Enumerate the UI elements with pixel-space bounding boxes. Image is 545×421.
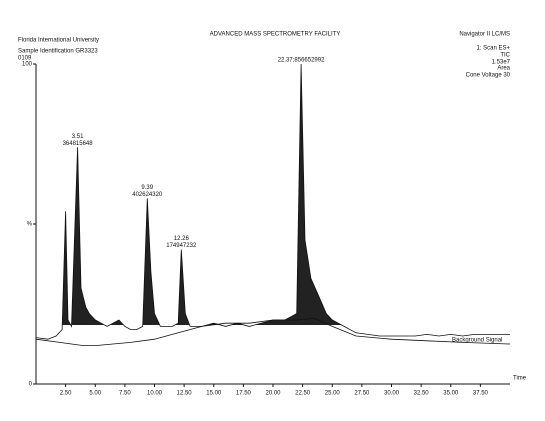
x-tick-label: 2.50: [60, 391, 72, 397]
x-tick-label: 15.00: [206, 391, 222, 397]
trace: [35, 63, 510, 340]
x-tick-label: 17.50: [236, 391, 252, 397]
x-tick-label: 7.50: [119, 391, 131, 397]
legend-label: Background Signal: [452, 338, 502, 344]
y-tick-label: 100: [22, 62, 33, 68]
header-right: TIC: [500, 53, 510, 59]
x-tick-label: 12.50: [177, 391, 193, 397]
chart-title: ADVANCED MASS SPECTROMETRY FACILITY: [210, 32, 341, 38]
header-right: Cone Voltage 30: [466, 73, 511, 79]
header-right: Area: [497, 66, 510, 72]
y-tick-label: %: [27, 222, 33, 228]
x-tick-label: 30.00: [384, 391, 400, 397]
trace: [35, 317, 511, 346]
x-tick-label: 27.50: [354, 391, 370, 397]
header-right: 1: Scan ES+: [476, 46, 510, 52]
peak-label: 22.37;856652992: [278, 58, 325, 64]
y-tick-label: 0: [29, 382, 33, 388]
peak-fill: [62, 64, 342, 325]
x-tick-label: 5.00: [89, 391, 101, 397]
x-tick-label: 32.50: [414, 391, 430, 397]
header-right: Navigator II LC/MS: [459, 32, 510, 38]
peak-label: 12.26: [174, 236, 190, 242]
header-left: Florida International University: [18, 38, 99, 44]
x-tick-label: 22.50: [295, 391, 311, 397]
x-axis-label: Time: [513, 376, 527, 382]
x-tick-label: 20.00: [265, 391, 281, 397]
peak-label: 9.39: [141, 185, 153, 191]
x-tick-label: 25.00: [325, 391, 341, 397]
peak-label: 364815648: [63, 141, 94, 147]
header-left: 0109: [18, 56, 32, 62]
x-tick-label: 37.50: [473, 391, 489, 397]
header-left: Sample Identification GR3323: [18, 49, 98, 55]
header-right: 1.53e7: [492, 60, 511, 66]
peak-label: 3.51: [72, 134, 84, 140]
x-tick-label: 35.00: [443, 391, 459, 397]
peak-label: 402624320: [132, 192, 163, 198]
peak-label: 174947232: [166, 243, 197, 249]
x-tick-label: 10.00: [147, 391, 163, 397]
